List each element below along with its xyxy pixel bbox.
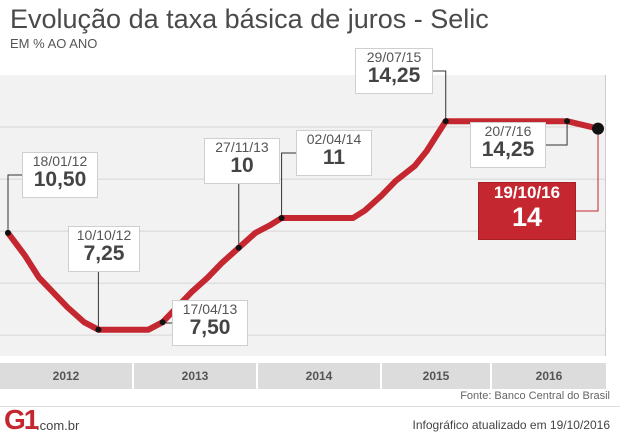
callout-date: 29/07/15 <box>366 49 422 65</box>
x-axis-separator <box>380 363 382 389</box>
data-point <box>278 214 285 221</box>
logo-domain: .com.br <box>36 418 80 433</box>
callout-date: 18/01/12 <box>32 153 88 169</box>
callout-value: 10 <box>230 154 254 177</box>
data-point <box>564 118 571 125</box>
annotation-leader <box>7 174 22 233</box>
data-point <box>159 319 166 326</box>
x-tick-2016: 2016 <box>535 369 563 383</box>
callout-18-01-12: 18/01/12 10,50 <box>22 152 98 198</box>
chart-subtitle: EM % AO ANO <box>10 36 98 51</box>
data-point <box>235 244 242 251</box>
data-point <box>592 122 604 135</box>
chart-title: Evolução da taxa básica de juros - Selic <box>10 4 489 34</box>
callout-date: 10/10/12 <box>76 227 132 243</box>
callout-date: 20/7/16 <box>484 123 532 139</box>
annotation-leader <box>281 152 296 218</box>
callout-value: 7,25 <box>83 242 125 265</box>
callout-value: 14 <box>511 202 543 232</box>
x-axis-separator <box>132 363 134 389</box>
callout-27-11-13: 27/11/13 10 <box>204 138 280 184</box>
callout-date: 19/10/16 <box>493 183 561 202</box>
callout-10-10-12: 10/10/12 7,25 <box>68 226 140 272</box>
footer-divider <box>0 406 620 407</box>
g1-logo: G1 <box>4 404 39 433</box>
callout-19-10-16-highlight: 19/10/16 14 <box>478 182 576 240</box>
x-axis-separator <box>490 363 492 389</box>
callout-02-04-14: 02/04/14 11 <box>296 130 372 176</box>
callout-value: 14,25 <box>367 64 421 87</box>
callout-29-07-15: 29/07/15 14,25 <box>355 48 433 94</box>
annotation-leaders <box>7 70 599 330</box>
x-axis-separator <box>256 363 258 389</box>
callout-17-04-13: 17/04/13 7,50 <box>172 300 248 346</box>
data-point <box>95 326 102 333</box>
x-tick-2015: 2015 <box>422 369 450 383</box>
data-point <box>5 229 11 236</box>
annotation-leader <box>576 128 599 212</box>
callout-date: 02/04/14 <box>306 131 362 147</box>
source-note: Fonte: Banco Central do Brasil <box>460 390 610 402</box>
annotation-leader <box>546 121 568 146</box>
series-points <box>5 118 604 333</box>
x-axis: 2012 2013 2014 2015 2016 <box>0 363 606 389</box>
annotation-leader <box>433 70 447 122</box>
callout-value: 10,50 <box>33 168 87 191</box>
callout-value: 11 <box>322 146 346 169</box>
x-tick-2014: 2014 <box>305 369 333 383</box>
updated-note: Infográfico atualizado em 19/10/2016 <box>412 418 610 432</box>
x-tick-2013: 2013 <box>181 369 209 383</box>
selic-series-line <box>5 118 601 333</box>
callout-value: 7,50 <box>189 316 231 339</box>
callout-date: 17/04/13 <box>182 301 238 317</box>
data-point <box>442 118 449 125</box>
callout-20-7-16: 20/7/16 14,25 <box>470 122 546 168</box>
callout-date: 27/11/13 <box>215 139 269 155</box>
callout-value: 14,25 <box>481 138 535 161</box>
x-tick-2012: 2012 <box>52 369 80 383</box>
